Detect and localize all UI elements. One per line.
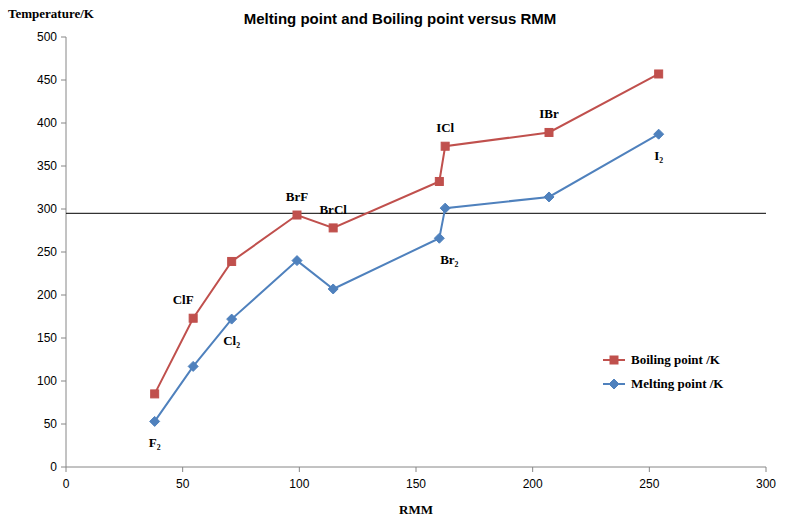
data-point [545, 128, 553, 136]
data-point [151, 390, 159, 398]
y-tick [61, 166, 66, 167]
legend-label: Boiling point /K [631, 352, 721, 367]
x-tick-label: 200 [523, 477, 543, 491]
data-point [227, 314, 237, 324]
data-point [328, 284, 338, 294]
point-label: I₂ [654, 148, 663, 163]
x-tick-label: 50 [176, 477, 190, 491]
x-tick [532, 467, 533, 472]
y-tick [61, 37, 66, 38]
point-label: Br₂ [440, 252, 458, 267]
y-tick-label: 0 [50, 460, 57, 474]
point-label: F₂ [149, 435, 161, 450]
data-point [189, 314, 197, 322]
y-tick [61, 338, 66, 339]
data-point [441, 142, 449, 150]
x-tick-label: 0 [63, 477, 70, 491]
legend-marker [609, 379, 619, 389]
y-axis-label: Temperature/K [8, 6, 95, 21]
x-tick [649, 467, 650, 472]
x-tick-label: 100 [289, 477, 309, 491]
series-line [155, 74, 659, 394]
data-point [329, 224, 337, 232]
data-point [435, 177, 443, 185]
y-tick-label: 50 [44, 417, 58, 431]
data-point [654, 129, 664, 139]
data-point [655, 70, 663, 78]
data-point [292, 256, 302, 266]
data-point [544, 192, 554, 202]
legend-marker [610, 356, 618, 364]
data-point [434, 233, 444, 243]
y-tick-label: 350 [37, 159, 57, 173]
x-tick [766, 467, 767, 472]
chart: Melting point and Boiling point versus R… [0, 0, 800, 522]
y-tick-label: 300 [37, 202, 57, 216]
y-tick-label: 400 [37, 116, 57, 130]
y-tick-label: 500 [37, 30, 57, 44]
x-tick [299, 467, 300, 472]
y-tick-label: 100 [37, 374, 57, 388]
y-tick [61, 424, 66, 425]
y-tick-label: 250 [37, 245, 57, 259]
x-tick-label: 150 [406, 477, 426, 491]
x-tick [66, 467, 67, 472]
x-tick-label: 300 [756, 477, 776, 491]
point-label: BrF [286, 189, 308, 204]
data-point [440, 203, 450, 213]
data-point [228, 257, 236, 265]
y-tick-label: 450 [37, 73, 57, 87]
reference-line [66, 213, 766, 214]
y-tick [61, 123, 66, 124]
point-label: BrCl [319, 202, 347, 217]
y-tick [61, 209, 66, 210]
y-tick-label: 200 [37, 288, 57, 302]
series-line [155, 134, 659, 421]
data-point [188, 361, 198, 371]
x-tick [182, 467, 183, 472]
point-label: ClF [173, 292, 194, 307]
point-label: IBr [539, 106, 559, 121]
point-label: Cl₂ [223, 333, 240, 348]
point-label: ICl [436, 120, 454, 135]
y-tick [61, 80, 66, 81]
y-tick [61, 295, 66, 296]
y-tick-label: 150 [37, 331, 57, 345]
data-point [150, 416, 160, 426]
x-tick [416, 467, 417, 472]
data-point [293, 211, 301, 219]
x-tick-label: 250 [639, 477, 659, 491]
plot-area [66, 70, 766, 426]
legend-label: Melting point /K [631, 376, 724, 391]
x-axis-label: RMM [399, 502, 433, 517]
title: Melting point and Boiling point versus R… [244, 10, 556, 27]
y-tick [61, 467, 66, 468]
y-tick [61, 381, 66, 382]
y-tick [61, 252, 66, 253]
